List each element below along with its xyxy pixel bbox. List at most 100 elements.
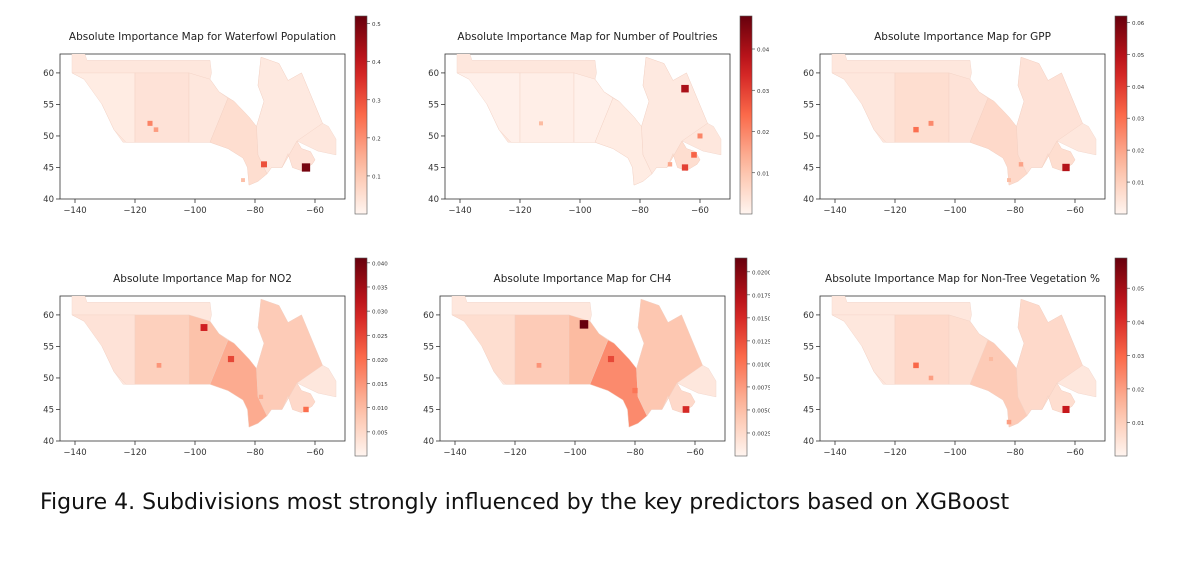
highlight-subdivision xyxy=(1062,163,1070,172)
region-prairie xyxy=(519,72,575,143)
highlight-subdivision xyxy=(697,133,703,139)
highlight-subdivision xyxy=(258,394,264,399)
colorbar-tick-label: 0.4 xyxy=(372,60,381,66)
colorbar-tick-label: 0.015 xyxy=(372,382,388,388)
highlight-subdivision xyxy=(1062,405,1070,414)
y-tick-label: 40 xyxy=(43,195,54,205)
colorbar-tick-label: 0.2 xyxy=(372,136,381,142)
map-layer xyxy=(71,296,337,428)
colorbar xyxy=(1114,15,1128,215)
colorbar-tick-label: 0.020 xyxy=(372,358,388,364)
map-svg: Absolute Importance Map for CH4 −140 −120 −… xyxy=(423,257,770,458)
colorbar-tick-label: 0.005 xyxy=(372,430,388,436)
region-maritimes xyxy=(1041,140,1076,171)
colorbar-tick-label: 0.035 xyxy=(372,285,388,291)
region-prairie xyxy=(134,314,190,385)
map-layer xyxy=(71,54,337,186)
highlight-subdivision xyxy=(913,126,919,133)
x-tick-label: −80 xyxy=(626,448,644,458)
x-tick-label: −80 xyxy=(246,206,264,216)
x-tick-label: −100 xyxy=(183,448,206,458)
figure-caption: Figure 4. Subdivisions most strongly inf… xyxy=(40,490,1010,515)
highlight-subdivision xyxy=(227,355,235,363)
colorbar-tick-label: 0.05 xyxy=(1132,287,1145,293)
colorbar-tick-label: 0.01 xyxy=(757,171,769,177)
x-tick-label: −140 xyxy=(823,206,846,216)
colorbar xyxy=(1114,257,1128,457)
map-svg: Absolute Importance Map for NO2 −140 −120 −… xyxy=(43,257,388,458)
y-tick-label: 45 xyxy=(43,163,54,173)
colorbar-tick-label: 0.06 xyxy=(1132,21,1145,27)
x-tick-label: −80 xyxy=(1006,206,1024,216)
x-tick-label: −100 xyxy=(563,448,586,458)
colorbar-tick-label: 0.02 xyxy=(1132,387,1144,393)
colorbar-tick-label: 0.0075 xyxy=(752,385,770,391)
panel-no2: Absolute Importance Map for NO2 −140 −120 −… xyxy=(10,246,390,486)
x-tick-label: −100 xyxy=(943,206,966,216)
y-tick-label: 60 xyxy=(43,311,54,321)
chart-title: Absolute Importance Map for NO2 xyxy=(113,273,292,285)
colorbar-tick-label: 0.010 xyxy=(372,406,388,412)
colorbar-tick-label: 0.3 xyxy=(372,98,381,104)
region-quebec xyxy=(1016,56,1083,175)
colorbar-tick-label: 0.05 xyxy=(1132,53,1145,59)
y-tick-label: 55 xyxy=(43,342,54,352)
highlight-subdivision xyxy=(681,84,689,93)
y-tick-label: 55 xyxy=(428,100,439,110)
x-tick-label: −60 xyxy=(686,448,704,458)
highlight-subdivision xyxy=(632,387,638,394)
colorbar xyxy=(734,257,748,457)
highlight-subdivision xyxy=(1007,178,1011,183)
y-tick-label: 45 xyxy=(423,405,434,415)
highlight-subdivision xyxy=(928,120,934,126)
x-tick-label: −80 xyxy=(1006,448,1024,458)
region-maritimes xyxy=(666,140,701,171)
colorbar-tick-label: 0.0100 xyxy=(752,362,770,368)
y-tick-label: 60 xyxy=(423,311,434,321)
colorbar-tick-label: 0.5 xyxy=(372,22,381,28)
highlight-subdivision xyxy=(241,178,245,183)
x-tick-label: −120 xyxy=(883,206,906,216)
x-tick-label: −60 xyxy=(691,206,709,216)
colorbar-tick-label: 0.1 xyxy=(372,174,381,180)
x-tick-label: −120 xyxy=(123,206,146,216)
colorbar-tick-label: 0.03 xyxy=(1132,117,1145,123)
y-tick-label: 50 xyxy=(803,132,814,142)
x-tick-label: −140 xyxy=(823,448,846,458)
highlight-subdivision xyxy=(261,161,267,168)
region-maritimes xyxy=(281,140,316,171)
y-tick-label: 40 xyxy=(43,437,54,447)
x-tick-label: −80 xyxy=(246,448,264,458)
y-tick-label: 55 xyxy=(43,100,54,110)
y-tick-label: 45 xyxy=(803,405,814,415)
colorbar-tick-label: 0.04 xyxy=(1132,320,1145,326)
y-tick-label: 55 xyxy=(803,100,814,110)
colorbar-tick-label: 0.0200 xyxy=(752,270,770,276)
highlight-subdivision xyxy=(1018,162,1024,167)
colorbar-tick-label: 0.0125 xyxy=(752,339,770,345)
x-tick-label: −140 xyxy=(448,206,471,216)
highlight-subdivision xyxy=(681,164,689,171)
highlight-subdivision xyxy=(539,121,543,126)
region-maritimes xyxy=(281,382,316,413)
x-tick-label: −60 xyxy=(306,206,324,216)
chart-title: Absolute Importance Map for Waterfowl Po… xyxy=(69,31,336,43)
map-svg: Absolute Importance Map for Number of Po… xyxy=(428,15,770,216)
x-tick-label: −100 xyxy=(183,206,206,216)
y-tick-label: 40 xyxy=(428,195,439,205)
region-quebec xyxy=(641,56,708,175)
colorbar-tick-label: 0.02 xyxy=(1132,149,1144,155)
region-maritimes xyxy=(661,382,696,413)
x-tick-label: −120 xyxy=(508,206,531,216)
highlight-subdivision xyxy=(691,152,697,158)
y-tick-label: 50 xyxy=(423,374,434,384)
panel-gpp: Absolute Importance Map for GPP −140 −120 −… xyxy=(770,4,1150,244)
region-quebec xyxy=(256,56,323,175)
map-layer xyxy=(831,296,1097,428)
chart-title: Absolute Importance Map for GPP xyxy=(874,31,1051,43)
highlight-subdivision xyxy=(667,162,673,167)
highlight-subdivision xyxy=(928,375,934,381)
colorbar-tick-label: 0.0050 xyxy=(752,408,770,414)
y-tick-label: 55 xyxy=(803,342,814,352)
highlight-subdivision xyxy=(579,320,589,329)
